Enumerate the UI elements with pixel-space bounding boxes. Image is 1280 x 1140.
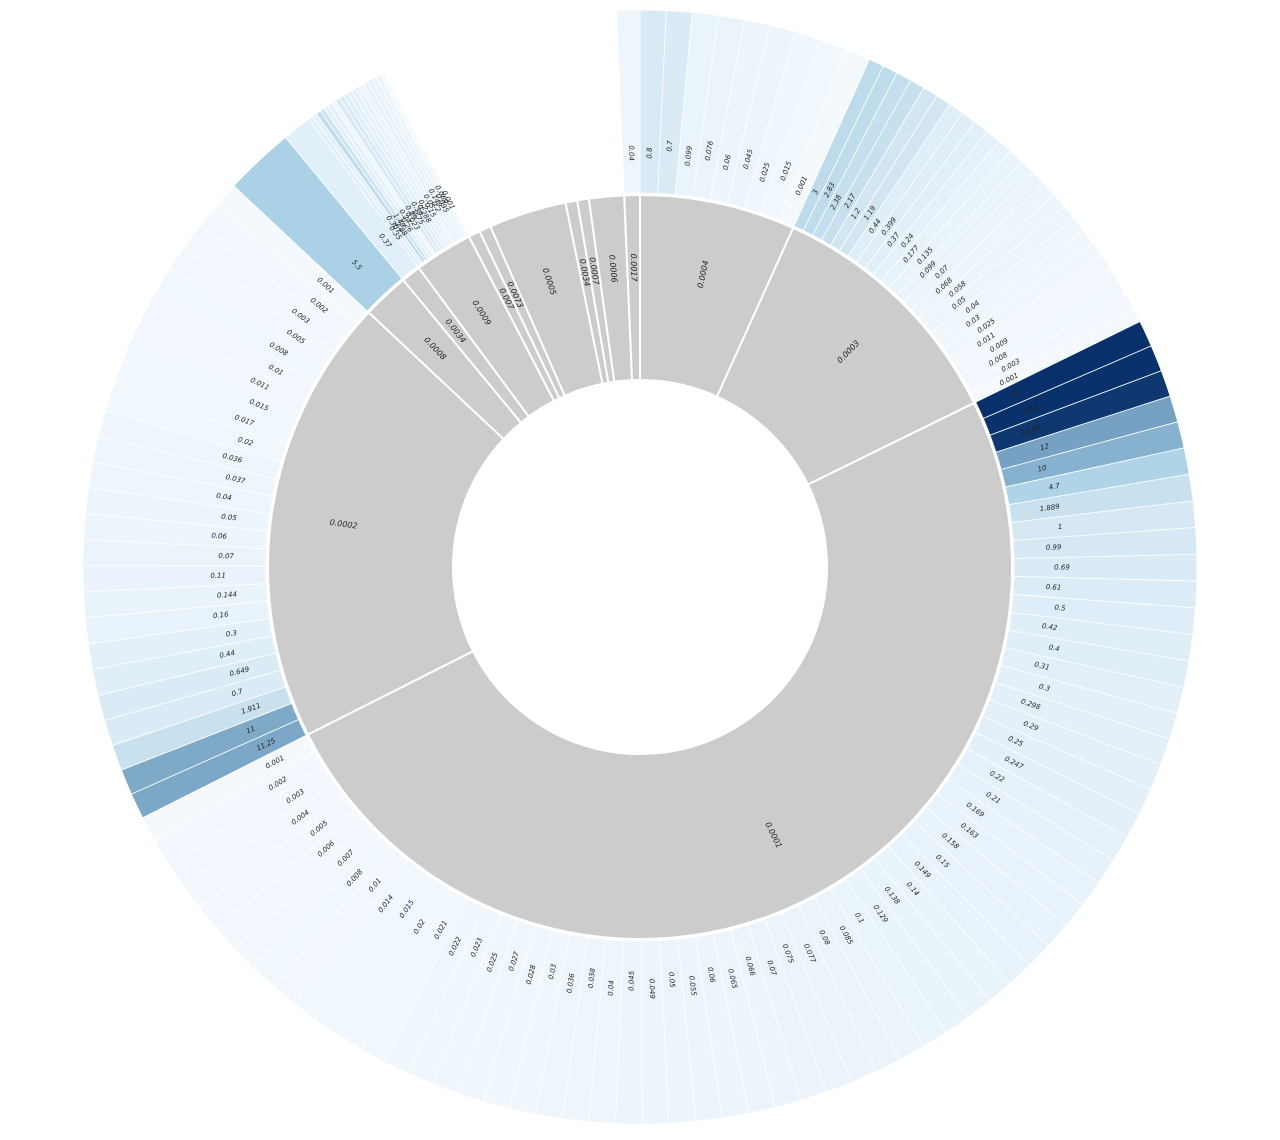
outer-segment-label-3-8: 0.144 bbox=[217, 590, 238, 599]
outer-segment-label-2-38: 0.06 bbox=[706, 966, 717, 983]
outer-segment-label-0-0: 0.8 bbox=[646, 147, 654, 159]
outer-segment-label-3-6: 0.3 bbox=[225, 629, 237, 639]
outer-segment-label-2-5: 4.7 bbox=[1048, 482, 1061, 492]
outer-segment-label-2-8: 0.99 bbox=[1046, 543, 1062, 552]
outer-segment-label-3-12: 0.05 bbox=[221, 513, 238, 523]
outer-segment-label-2-10: 0.61 bbox=[1046, 583, 1062, 592]
inner-segment-label-13: 0.0017 bbox=[629, 253, 639, 282]
outer-segment-label-2-39: 0.055 bbox=[687, 975, 697, 996]
outer-segment-6-18[interactable] bbox=[379, 71, 469, 237]
outer-segment-label-2-11: 0.5 bbox=[1054, 604, 1066, 613]
outer-segment-label-2-45: 0.036 bbox=[565, 972, 576, 994]
outer-segment-label-2-14: 0.31 bbox=[1033, 660, 1050, 672]
outer-segment-label-3-3: 0.7 bbox=[231, 687, 245, 698]
outer-segment-label-3-13: 0.04 bbox=[216, 492, 233, 502]
outer-segment-label-7-0: 0.04 bbox=[627, 145, 635, 161]
inner-segment-label-3: 0.0002 bbox=[329, 518, 358, 531]
outer-segment-label-3-1: 11 bbox=[245, 725, 256, 736]
outer-ring bbox=[82, 9, 1198, 1125]
outer-segment-label-0-4: 0.06 bbox=[722, 153, 733, 170]
outer-segment-label-2-40: 0.05 bbox=[667, 972, 676, 989]
outer-segment-label-3-10: 0.07 bbox=[218, 552, 234, 560]
inner-segment-2[interactable] bbox=[306, 401, 1013, 940]
outer-segment-label-1-0: 3 bbox=[811, 188, 820, 195]
outer-segment-label-3-5: 0.44 bbox=[219, 649, 236, 660]
outer-segment-label-3-7: 0.16 bbox=[213, 610, 230, 620]
outer-segment-label-2-42: 0.045 bbox=[628, 970, 636, 991]
outer-segment-label-2-9: 0.69 bbox=[1054, 564, 1070, 572]
outer-segment-label-2-6: 1.889 bbox=[1039, 502, 1061, 513]
outer-segment-label-2-0: 30 bbox=[1010, 388, 1022, 399]
outer-segment-label-2-12: 0.42 bbox=[1041, 622, 1058, 632]
inner-segment-13[interactable] bbox=[623, 193, 641, 382]
outer-segment-label-2-43: 0.04 bbox=[607, 980, 616, 996]
outer-segment-label-2-13: 0.4 bbox=[1048, 643, 1060, 653]
inner-segment-label-11: 0.0007 bbox=[587, 257, 600, 287]
inner-ring bbox=[267, 193, 1013, 940]
outer-segment-label-3-9: 0.11 bbox=[210, 572, 226, 580]
inner-segment-label-12: 0.0006 bbox=[607, 254, 618, 283]
outer-segment-7-0[interactable] bbox=[615, 9, 641, 194]
outer-segment-label-2-3: 12 bbox=[1039, 442, 1050, 452]
outer-segment-label-0-3: 0.076 bbox=[704, 140, 715, 162]
outer-segment-label-3-11: 0.06 bbox=[211, 532, 228, 541]
outer-segment-label-2-41: 0.049 bbox=[648, 979, 657, 1000]
outer-segment-label-2-7: 1 bbox=[1057, 523, 1062, 531]
outer-segment-label-2-44: 0.038 bbox=[587, 967, 597, 988]
outer-segment-label-2-4: 10 bbox=[1037, 464, 1048, 474]
outer-segment-label-0-1: 0.7 bbox=[665, 140, 674, 152]
outer-segment-label-2-15: 0.3 bbox=[1038, 682, 1051, 693]
outer-segment-label-0-2: 0.099 bbox=[684, 145, 694, 166]
outer-segment-label-2-46: 0.03 bbox=[547, 963, 558, 980]
inner-segment-3[interactable] bbox=[267, 311, 506, 736]
